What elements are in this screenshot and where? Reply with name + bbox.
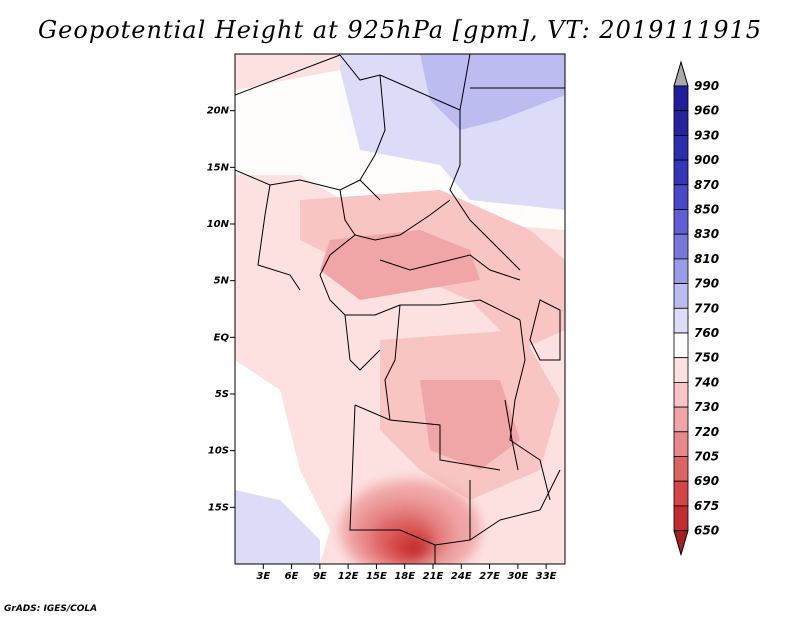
colorbar-swatch [673,209,689,235]
lat-tick-label: EQ [214,332,230,343]
colorbar-swatch [673,85,689,112]
colorbar-swatch [673,258,689,284]
colorbar-label: 650 [694,524,719,538]
colorbar-label: 930 [694,128,719,142]
colorbar-label: 960 [694,104,719,118]
colorbar-label: 810 [694,252,719,266]
colorbar-under-triangle [673,530,689,557]
colorbar-label: 900 [694,153,719,167]
lat-tick-label: 5N [214,276,230,287]
colorbar-label: 770 [694,301,719,315]
colorbar-label: 850 [694,203,719,217]
lat-tick-label: 10N [207,219,230,230]
colorbar-label: 830 [694,227,719,241]
colorbar-label: 990 [694,79,719,93]
country-borders [235,54,565,564]
lon-tick-label: 27E [479,571,500,582]
lat-tick-label: 20N [207,106,230,117]
lat-tick-label: 15S [208,502,229,513]
lat-tick-label: 5S [215,389,229,400]
colorbar-swatch [673,431,689,457]
latitude-axis: 20N 15N 10N 5N EQ 5S 10S 15S [207,106,235,513]
lon-tick-label: 30E [507,571,528,582]
colorbar-swatch [673,184,689,210]
colorbar-label: 750 [694,351,719,365]
colorbar-swatch [673,357,689,383]
colorbar-over-triangle [673,60,689,87]
colorbar-swatch [673,505,689,531]
colorbar-swatch [673,307,689,334]
colorbar-swatch [673,406,689,433]
lon-tick-label: 33E [536,571,557,582]
colorbar-swatch [673,456,689,482]
colorbar-label: 720 [694,425,719,439]
grads-credit: GrADS: IGES/COLA [4,604,98,614]
colorbar-label: 740 [694,375,719,389]
colorbar-label: 730 [694,400,719,414]
colorbar-label: 760 [694,326,719,340]
lon-tick-label: 15E [366,571,387,582]
colorbar-swatch [673,480,689,507]
height-field [235,54,565,564]
colorbar-label: 790 [694,277,719,291]
colorbar-swatch [673,332,689,359]
colorbar-swatch [673,283,689,309]
colorbar-swatch [673,159,689,186]
lon-tick-label: 18E [394,571,415,582]
colorbar-label: 675 [694,499,719,513]
map-title: Geopotential Height at 925hPa [gpm], VT:… [38,16,762,44]
colorbar: 990 960 930 900 870 850 830 810 790 770 760 750 740 7… [673,60,719,557]
colorbar-swatch [673,381,689,408]
lon-tick-label: 3E [256,571,270,582]
colorbar-label: 870 [694,178,719,192]
lon-tick-label: 24E [451,571,472,582]
colorbar-label: 690 [694,474,719,488]
colorbar-swatch [673,134,689,161]
lon-tick-label: 12E [338,571,359,582]
colorbar-swatch [673,233,689,260]
lon-tick-label: 6E [285,571,299,582]
lon-tick-label: 9E [313,571,327,582]
lat-tick-label: 15N [207,162,230,173]
map-frame [234,53,566,565]
colorbar-swatch [673,110,689,136]
lon-tick-label: 21E [423,571,444,582]
colorbar-label: 705 [694,450,719,464]
lat-tick-label: 10S [208,446,229,457]
longitude-axis: 3E 6E 9E 12E 15E 18E 21E 24E 27E 30E 33E [256,564,557,582]
